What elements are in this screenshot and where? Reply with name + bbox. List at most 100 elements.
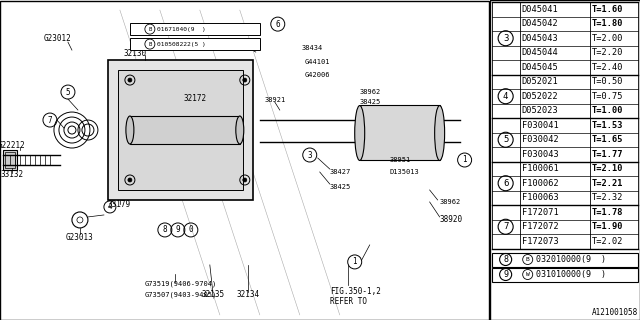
Text: 8: 8 — [163, 226, 167, 235]
Text: F030042: F030042 — [522, 135, 559, 144]
Text: 32172: 32172 — [183, 93, 207, 102]
Text: 1: 1 — [353, 257, 357, 267]
Bar — [492, 268, 638, 282]
Text: T=1.90: T=1.90 — [592, 222, 623, 231]
Text: T=0.50: T=0.50 — [592, 77, 623, 86]
Text: G42006: G42006 — [305, 72, 330, 78]
Text: 7: 7 — [47, 116, 52, 124]
Text: T=2.40: T=2.40 — [592, 63, 623, 72]
Text: 32130: 32130 — [124, 49, 147, 58]
Text: T=0.75: T=0.75 — [592, 92, 623, 101]
Text: T=2.20: T=2.20 — [592, 48, 623, 57]
Text: 010508222(5 ): 010508222(5 ) — [157, 42, 205, 47]
Text: B: B — [526, 257, 529, 262]
Text: 7: 7 — [503, 222, 508, 231]
Text: T=1.60: T=1.60 — [592, 5, 623, 14]
Text: T=1.65: T=1.65 — [592, 135, 623, 144]
Text: 0: 0 — [189, 226, 193, 235]
Text: D045044: D045044 — [522, 48, 559, 57]
Text: 38951: 38951 — [390, 157, 411, 163]
Bar — [130, 116, 240, 144]
Text: 4: 4 — [108, 203, 112, 212]
Ellipse shape — [435, 106, 445, 161]
Text: T=2.10: T=2.10 — [592, 164, 623, 173]
Text: 33132: 33132 — [1, 171, 24, 180]
Text: F100062: F100062 — [522, 179, 559, 188]
Circle shape — [128, 78, 132, 82]
Text: 1: 1 — [136, 42, 140, 47]
Text: G73519(9406-9704): G73519(9406-9704) — [145, 281, 217, 287]
Text: F030041: F030041 — [522, 121, 559, 130]
Text: T=2.32: T=2.32 — [592, 193, 623, 202]
Text: F100063: F100063 — [522, 193, 559, 202]
Text: D052021: D052021 — [522, 77, 559, 86]
Text: 0: 0 — [136, 27, 140, 32]
Bar — [130, 38, 260, 50]
Text: 1: 1 — [462, 156, 467, 164]
Ellipse shape — [355, 106, 365, 161]
Text: T=2.21: T=2.21 — [592, 179, 623, 188]
Text: G23013: G23013 — [66, 233, 94, 243]
Text: 6: 6 — [275, 20, 280, 28]
Text: F172072: F172072 — [522, 222, 559, 231]
Text: 38921: 38921 — [265, 97, 286, 103]
Bar — [5, 152, 15, 168]
Ellipse shape — [126, 116, 134, 144]
Text: G25501: G25501 — [214, 39, 240, 45]
Text: 3: 3 — [307, 150, 312, 159]
Text: T=1.78: T=1.78 — [592, 208, 623, 217]
Text: T=1.77: T=1.77 — [592, 150, 623, 159]
Text: F172073: F172073 — [522, 237, 559, 246]
Text: G23012: G23012 — [44, 34, 72, 43]
Text: 33179: 33179 — [108, 200, 131, 210]
Text: F100061: F100061 — [522, 164, 559, 173]
Text: 38427: 38427 — [330, 169, 351, 175]
Text: 38425: 38425 — [330, 184, 351, 190]
Text: 5: 5 — [503, 135, 508, 144]
Text: 38920: 38920 — [440, 215, 463, 224]
Text: D052022: D052022 — [522, 92, 559, 101]
Text: G44101: G44101 — [305, 59, 330, 65]
Text: D045043: D045043 — [522, 34, 559, 43]
Text: D135013: D135013 — [390, 169, 419, 175]
Text: 031010000(9  ): 031010000(9 ) — [536, 270, 605, 279]
Text: 01671040(9  ): 01671040(9 ) — [157, 27, 205, 32]
Text: G22212: G22212 — [0, 140, 26, 149]
Text: 6: 6 — [503, 179, 508, 188]
Text: D045042: D045042 — [522, 19, 559, 28]
Text: B: B — [148, 27, 152, 32]
Text: 4: 4 — [503, 92, 508, 101]
Text: F030043: F030043 — [522, 150, 559, 159]
Text: 38962: 38962 — [440, 199, 461, 205]
Text: T=1.00: T=1.00 — [592, 106, 623, 115]
Text: B: B — [148, 42, 152, 47]
Text: 5: 5 — [66, 88, 70, 97]
Text: F172071: F172071 — [522, 208, 559, 217]
Circle shape — [243, 78, 247, 82]
Bar — [118, 70, 243, 190]
Text: 9: 9 — [503, 270, 508, 279]
Bar — [130, 23, 260, 35]
Text: 38962: 38962 — [360, 89, 381, 95]
Text: T=1.53: T=1.53 — [592, 121, 623, 130]
Text: T=2.02: T=2.02 — [592, 237, 623, 246]
Text: FIG.350-1,2: FIG.350-1,2 — [330, 287, 381, 296]
Text: 32134: 32134 — [236, 290, 259, 300]
Text: REFER TO: REFER TO — [330, 297, 367, 306]
Circle shape — [243, 178, 247, 182]
Text: 032010000(9  ): 032010000(9 ) — [536, 255, 605, 264]
Text: 38425: 38425 — [360, 99, 381, 105]
Bar — [360, 105, 440, 160]
Text: W: W — [526, 272, 529, 277]
Circle shape — [128, 178, 132, 182]
Bar — [3, 150, 17, 170]
Text: G73507(9403-9405): G73507(9403-9405) — [145, 292, 217, 298]
Text: 9: 9 — [175, 226, 180, 235]
Ellipse shape — [236, 116, 244, 144]
Text: D045045: D045045 — [522, 63, 559, 72]
Text: T=1.80: T=1.80 — [592, 19, 623, 28]
Text: D052023: D052023 — [522, 106, 559, 115]
Text: 8: 8 — [503, 255, 508, 264]
Text: 3: 3 — [503, 34, 508, 43]
Bar — [492, 252, 638, 267]
